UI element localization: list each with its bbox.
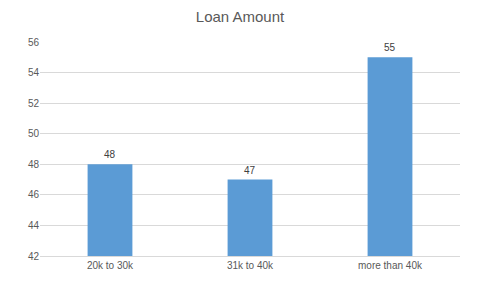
svg-text:42: 42 [28,251,40,262]
svg-text:54: 54 [28,67,40,78]
svg-text:44: 44 [28,220,40,231]
svg-text:56: 56 [28,37,40,48]
svg-text:31k to 40k: 31k to 40k [227,260,274,271]
svg-text:50: 50 [28,128,40,139]
svg-text:48: 48 [104,149,116,160]
svg-text:46: 46 [28,189,40,200]
svg-text:20k to 30k: 20k to 30k [87,260,134,271]
svg-text:Loan Amount: Loan Amount [196,8,285,25]
svg-text:more than 40k: more than 40k [358,260,423,271]
svg-text:55: 55 [384,42,396,53]
svg-text:48: 48 [28,159,40,170]
svg-text:47: 47 [244,165,256,176]
svg-text:52: 52 [28,98,40,109]
